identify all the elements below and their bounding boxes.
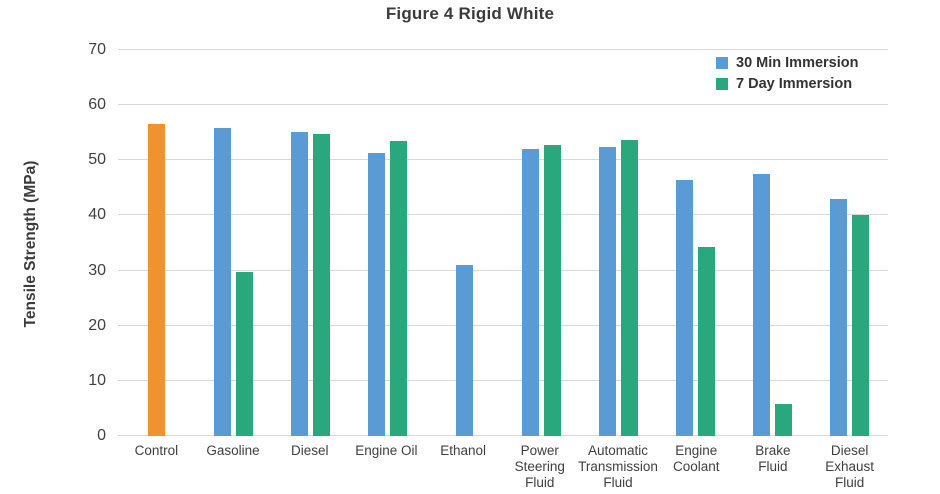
y-axis-tick-labels: 0 10 20 30 40 50 60 70 <box>0 41 106 444</box>
bar-group-brake-fluid <box>734 50 811 436</box>
x-axis-label: Control <box>134 443 179 458</box>
gridline <box>118 104 888 105</box>
bar-group-ethanol <box>426 50 503 436</box>
bar-30min <box>214 128 231 436</box>
bar-group-gasoline <box>195 50 272 436</box>
x-axis-label: Power Steering Fluid <box>514 443 565 490</box>
bar-30min <box>522 149 539 436</box>
x-axis-labels: Control Gasoline Diesel Engine Oil Ethanol Po… <box>118 443 888 491</box>
bar-30min <box>753 174 770 436</box>
bar-group-diesel-exhaust-fluid <box>811 50 888 436</box>
bar-control <box>148 124 165 436</box>
x-axis-label: Diesel Exhaust Fluid <box>825 443 875 490</box>
bar-30min <box>456 265 473 436</box>
gridline <box>118 435 888 436</box>
bar-30min <box>291 132 308 436</box>
x-axis-label: Diesel <box>290 443 329 458</box>
gridline <box>118 214 888 215</box>
bar-7day <box>621 140 638 436</box>
bar-30min <box>830 199 847 436</box>
chart-title: Figure 4 Rigid White <box>385 4 555 23</box>
x-axis-label: Engine Coolant <box>672 443 720 474</box>
y-tick-label: 70 <box>88 41 106 58</box>
y-tick-label: 50 <box>88 151 106 168</box>
y-tick-label: 10 <box>88 372 106 389</box>
bar-group-diesel <box>272 50 349 436</box>
x-axis-label: Gasoline <box>206 443 260 458</box>
y-tick-label: 30 <box>88 262 106 279</box>
gridline <box>118 159 888 160</box>
x-axis-label: Brake Fluid <box>755 443 791 474</box>
bar-7day <box>313 134 330 436</box>
bar-group-automatic-transmission-fluid <box>580 50 657 436</box>
legend: 30 Min Immersion 7 Day Immersion <box>716 55 858 92</box>
x-axis-label: Engine Oil <box>355 443 418 458</box>
y-tick-label: 20 <box>88 317 106 334</box>
legend-item-30min: 30 Min Immersion <box>716 55 858 71</box>
bar-group-engine-oil <box>349 50 426 436</box>
bar-group-control <box>118 50 195 436</box>
gridline <box>118 325 888 326</box>
bar-groups <box>118 50 888 436</box>
gridline <box>118 49 888 50</box>
x-axis-label: Automatic Transmission Fluid <box>578 443 658 490</box>
x-axis-label: Ethanol <box>440 443 486 458</box>
gridline <box>118 270 888 271</box>
plot-area: 30 Min Immersion 7 Day Immersion <box>118 49 888 436</box>
bar-7day <box>236 272 253 436</box>
bar-group-engine-coolant <box>657 50 734 436</box>
y-tick-label: 60 <box>88 96 106 113</box>
bar-30min <box>676 180 693 436</box>
bar-7day <box>852 215 869 436</box>
bar-group-power-steering-fluid <box>503 50 580 436</box>
legend-swatch-blue-icon <box>716 57 728 69</box>
bar-7day <box>698 247 715 436</box>
gridline <box>118 380 888 381</box>
y-tick-label: 0 <box>97 427 106 444</box>
bar-7day <box>544 145 561 436</box>
legend-label: 7 Day Immersion <box>736 76 853 92</box>
legend-label: 30 Min Immersion <box>736 55 859 71</box>
legend-item-7day: 7 Day Immersion <box>716 76 858 92</box>
y-tick-label: 40 <box>88 206 106 223</box>
bar-30min <box>368 153 385 436</box>
bar-7day <box>775 404 792 436</box>
bar-30min <box>599 147 616 436</box>
legend-swatch-green-icon <box>716 78 728 90</box>
bar-7day <box>390 141 407 436</box>
